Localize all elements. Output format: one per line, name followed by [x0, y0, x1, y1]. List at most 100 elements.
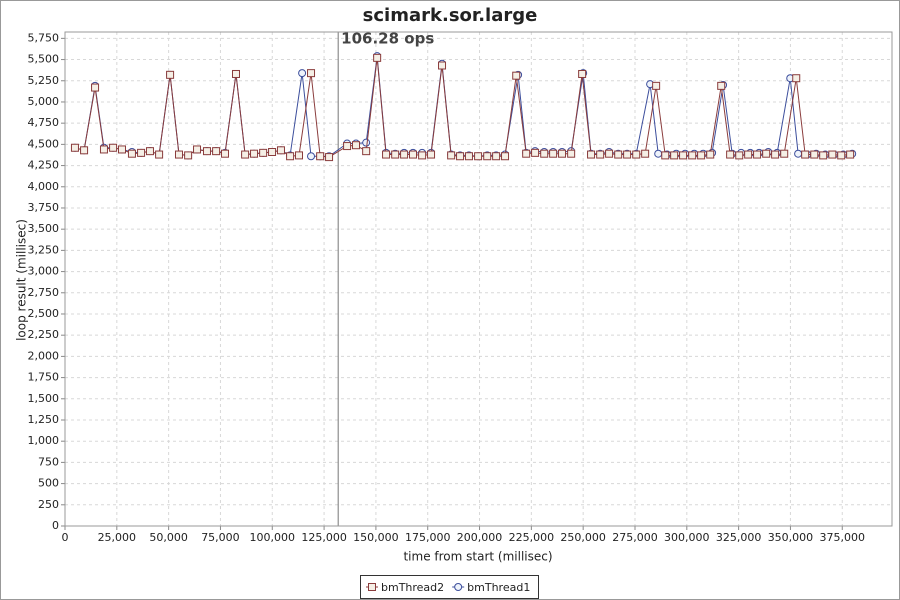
point [706, 150, 715, 159]
x-axis-label: time from start (millisec) [403, 550, 552, 564]
point [418, 151, 427, 160]
y-tick-label: 2,500 [28, 307, 60, 320]
legend-label: bmThread2 [381, 581, 444, 594]
point [771, 150, 780, 159]
plot: 106.28 ops [70, 30, 857, 526]
point [744, 150, 753, 159]
y-tick-label: 1,750 [28, 371, 60, 384]
point [632, 150, 641, 159]
point [80, 146, 89, 155]
point [846, 150, 855, 159]
y-tick-label: 4,750 [28, 116, 60, 129]
x-tick-label: 325,000 [716, 531, 762, 544]
x-tick-label: 375,000 [820, 531, 866, 544]
y-tick-label: 250 [38, 498, 59, 511]
point [614, 150, 623, 159]
point [726, 150, 735, 159]
point [166, 70, 175, 79]
legend-label: bmThread1 [467, 581, 530, 594]
series [70, 53, 855, 162]
y-tick-label: 2,000 [28, 349, 60, 362]
x-tick-label: 300,000 [664, 531, 710, 544]
point [298, 69, 307, 78]
point [792, 74, 801, 83]
point [295, 151, 304, 160]
point [325, 153, 334, 162]
y-tick-label: 5,250 [28, 74, 60, 87]
point [735, 151, 744, 160]
point [623, 150, 632, 159]
point [483, 152, 492, 161]
x-tick-label: 75,000 [201, 531, 240, 544]
point [641, 149, 650, 158]
legend-box [360, 575, 539, 599]
point [801, 150, 810, 159]
point [654, 149, 663, 158]
point [221, 149, 230, 158]
point [558, 149, 567, 158]
y-tick-label: 1,500 [28, 392, 60, 405]
point [578, 69, 587, 78]
point [474, 152, 483, 161]
point [464, 152, 473, 161]
point [828, 150, 837, 159]
y-tick-label: 3,250 [28, 243, 60, 256]
point [373, 53, 382, 62]
point [501, 152, 510, 161]
x-tick-label: 100,000 [250, 531, 296, 544]
point [316, 152, 325, 161]
point [456, 152, 465, 161]
y-tick-label: 2,750 [28, 286, 60, 299]
point [307, 152, 316, 161]
point [117, 145, 126, 154]
point [688, 151, 697, 160]
annotation-label: 106.28 ops [341, 30, 434, 48]
y-tick-label: 3,000 [28, 265, 60, 278]
x-tick-label: 0 [62, 531, 69, 544]
point [540, 149, 549, 158]
point [780, 149, 789, 158]
y-tick-label: 1,000 [28, 434, 60, 447]
point [70, 143, 79, 152]
point [362, 147, 371, 156]
y-tick-label: 5,750 [28, 31, 60, 44]
x-tick-label: 225,000 [509, 531, 555, 544]
point [127, 149, 136, 158]
point [512, 71, 521, 80]
point [400, 150, 409, 159]
x-tick-label: 175,000 [405, 531, 451, 544]
point [549, 149, 558, 158]
point [352, 141, 361, 150]
point [819, 151, 828, 160]
point [596, 150, 605, 159]
point [652, 81, 661, 90]
point [567, 149, 576, 158]
point [447, 151, 456, 160]
point [268, 148, 277, 157]
y-tick-label: 1,250 [28, 413, 60, 426]
point [362, 138, 371, 147]
point [99, 145, 108, 154]
x-tick-label: 50,000 [149, 531, 188, 544]
point [241, 150, 250, 159]
point [670, 151, 679, 160]
point [492, 152, 501, 161]
x-tick-label: 250,000 [560, 531, 606, 544]
y-tick-label: 4,000 [28, 180, 60, 193]
point [343, 142, 352, 151]
point [531, 148, 540, 157]
point [391, 150, 400, 159]
y-tick-label: 3,500 [28, 222, 60, 235]
point [409, 150, 418, 159]
point [184, 151, 193, 160]
x-tick-label: 200,000 [457, 531, 503, 544]
y-tick-label: 750 [38, 455, 59, 468]
y-tick-label: 4,250 [28, 159, 60, 172]
point [250, 149, 259, 158]
legend-marker [454, 583, 463, 591]
legend: bmThread2 bmThread1 [360, 575, 539, 599]
point [202, 147, 211, 156]
plot-border [64, 31, 893, 527]
